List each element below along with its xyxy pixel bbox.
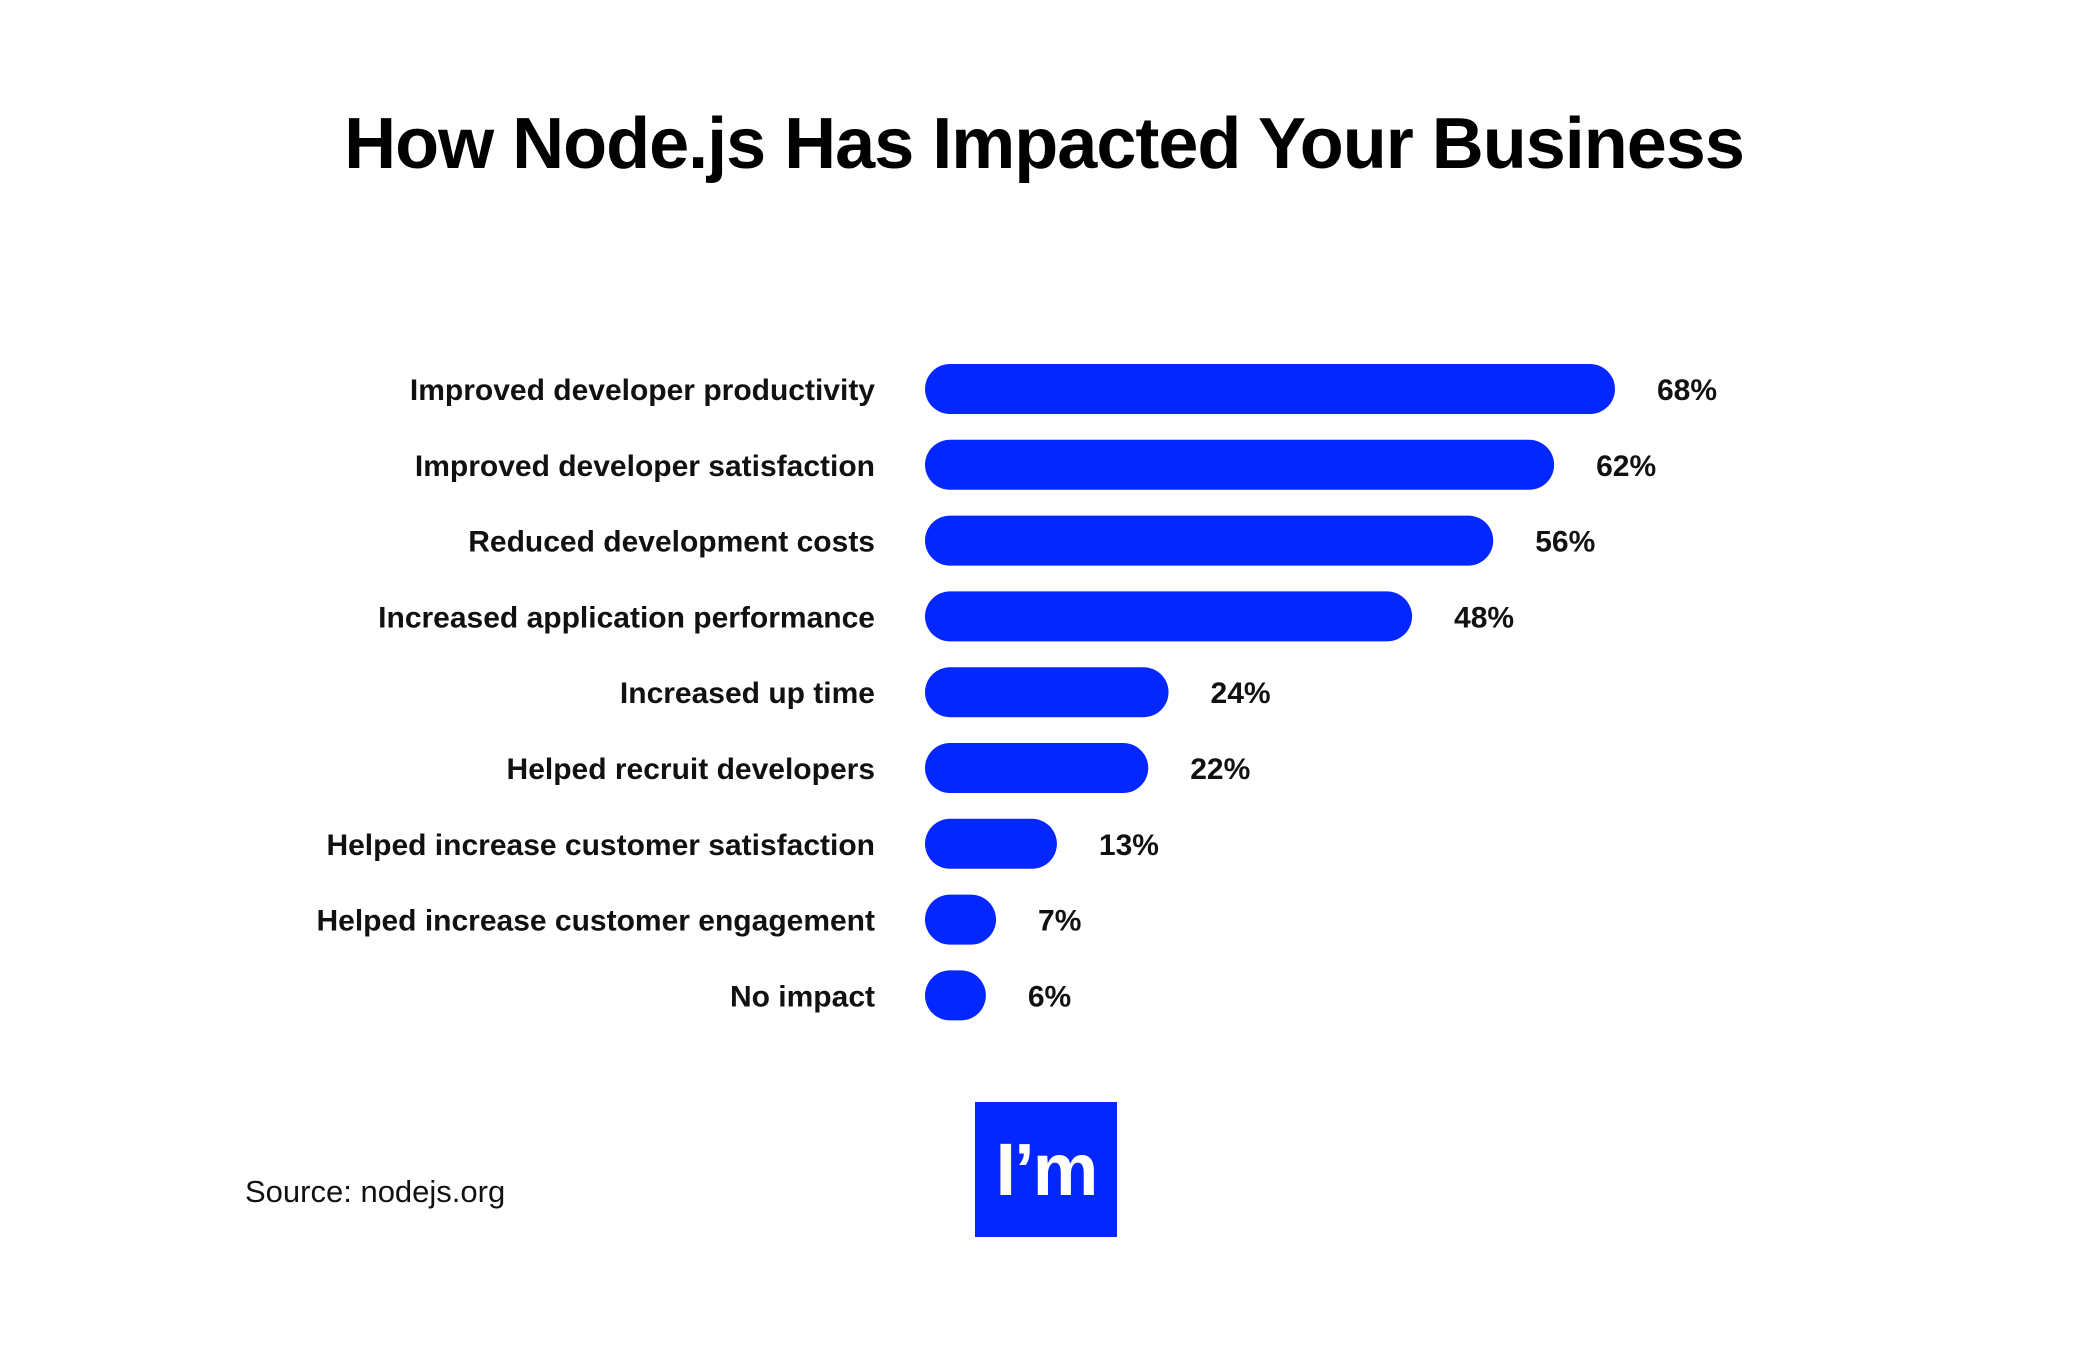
- category-label: Increased up time: [620, 677, 875, 710]
- bar: [925, 894, 997, 945]
- category-label: Helped increase customer satisfaction: [326, 829, 875, 862]
- bar: [925, 591, 1413, 642]
- value-label: 48%: [1454, 601, 1514, 634]
- chart-title: How Node.js Has Impacted Your Business: [344, 104, 1745, 184]
- bar: [925, 364, 1615, 414]
- value-label: 24%: [1211, 677, 1271, 710]
- bar: [925, 667, 1169, 718]
- category-label: Improved developer satisfaction: [415, 450, 875, 483]
- category-label: Helped increase customer engagement: [316, 905, 875, 938]
- category-label: Improved developer productivity: [410, 374, 875, 407]
- value-label: 62%: [1596, 450, 1656, 483]
- category-label: Reduced development costs: [468, 526, 875, 559]
- value-label: 6%: [1028, 980, 1071, 1013]
- value-label: 22%: [1190, 753, 1250, 786]
- bar: [925, 970, 986, 1021]
- category-label: Helped recruit developers: [507, 753, 875, 786]
- value-label: 56%: [1535, 526, 1595, 559]
- brand-logo: I’m: [975, 1102, 1117, 1237]
- source-note: Source: nodejs.org: [245, 1174, 506, 1209]
- value-label: 13%: [1099, 829, 1159, 862]
- bar: [925, 439, 1555, 490]
- bar: [925, 743, 1149, 793]
- category-label: No impact: [730, 980, 875, 1013]
- bar: [925, 515, 1494, 566]
- value-label: 7%: [1038, 905, 1081, 938]
- brand-logo-text: I’m: [995, 1127, 1099, 1211]
- bar: [925, 818, 1057, 869]
- value-label: 68%: [1657, 374, 1717, 407]
- category-label: Increased application performance: [378, 601, 875, 634]
